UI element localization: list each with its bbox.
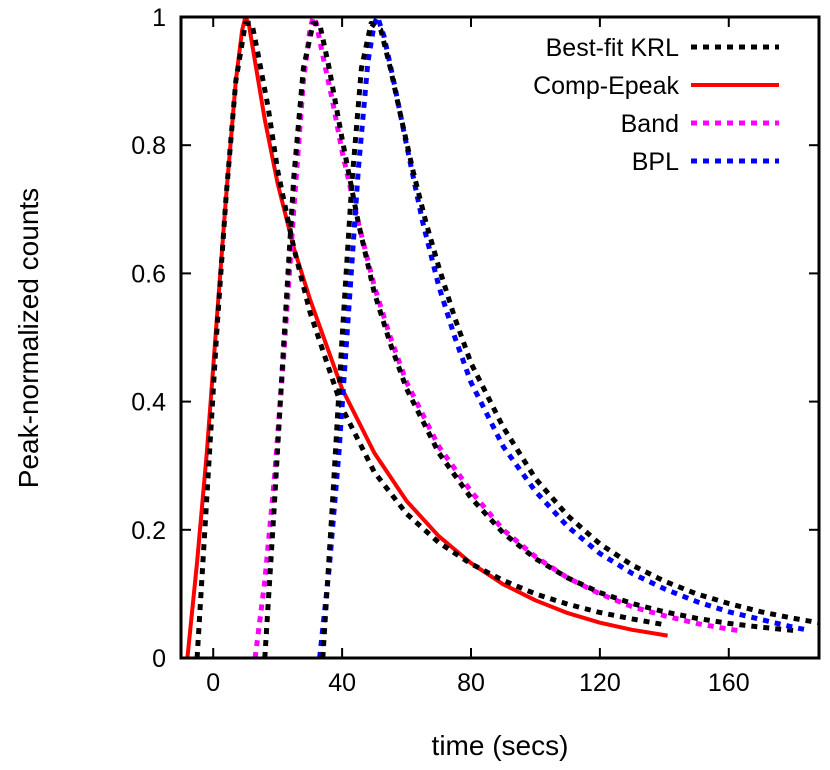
y-tick-label: 0.4 [131,389,166,417]
y-axis-label: Peak-normalized counts [13,188,44,488]
y-tick-label: 0 [152,645,166,673]
x-tick-label: 160 [708,669,750,697]
x-axis-label: time (secs) [432,730,569,761]
series-line-krl-fit-2 [262,20,794,658]
x-tick-label: 40 [328,669,356,697]
legend-label: Band [621,110,679,138]
legend-label: Best-fit KRL [546,34,679,62]
legend-label: Comp-Epeak [533,72,679,100]
legend-label: BPL [632,148,679,176]
series-layer [185,17,819,658]
legend-item: BPL [632,148,779,176]
plot-frame [179,15,821,660]
legend: Best-fit KRL Comp-Epeak Band BPL [533,34,779,176]
y-tick-label: 0.6 [131,260,166,288]
series-line-bpl [317,17,810,658]
x-tick-label: 80 [457,669,485,697]
x-tick-label: 120 [579,669,621,697]
legend-item: Comp-Epeak [533,72,779,100]
x-tick-label: 0 [206,669,220,697]
y-tick-label: 0.2 [131,517,166,545]
series-line-krl-fit-1 [194,20,665,658]
series-line-krl-fit-3 [320,20,819,658]
y-tick-label: 1 [152,4,166,32]
legend-item: Best-fit KRL [546,34,779,62]
legend-item: Band [621,110,779,138]
y-tick-label: 0.8 [131,132,166,160]
series-line-comp-epeak [185,17,668,658]
ticks-layer: 0 40 80 120 160 0 0.2 0.4 0.6 0.8 1 [131,4,819,697]
